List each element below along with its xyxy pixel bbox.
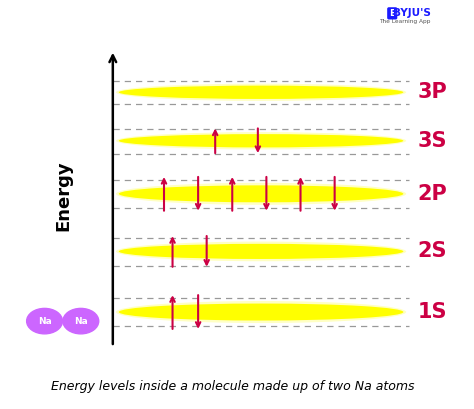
Ellipse shape — [116, 132, 406, 149]
Text: Na: Na — [37, 317, 52, 326]
Ellipse shape — [119, 85, 403, 99]
Text: 1S: 1S — [418, 302, 447, 322]
Circle shape — [63, 308, 99, 334]
Text: 2P: 2P — [418, 184, 447, 204]
Ellipse shape — [119, 303, 403, 321]
Ellipse shape — [116, 183, 406, 205]
Text: 3S: 3S — [418, 131, 447, 151]
Text: Na: Na — [74, 317, 88, 326]
Text: B: B — [389, 9, 396, 18]
Ellipse shape — [116, 301, 406, 323]
Ellipse shape — [116, 242, 406, 261]
Ellipse shape — [119, 244, 403, 259]
Text: The Learning App: The Learning App — [379, 19, 430, 24]
Ellipse shape — [119, 185, 403, 202]
Text: Energy: Energy — [55, 160, 73, 231]
Text: 2S: 2S — [418, 241, 447, 261]
Ellipse shape — [116, 83, 406, 101]
Text: Energy levels inside a molecule made up of two Na atoms: Energy levels inside a molecule made up … — [51, 380, 414, 393]
Ellipse shape — [119, 134, 403, 147]
Circle shape — [27, 308, 63, 334]
Text: BYJU'S: BYJU'S — [393, 8, 430, 18]
Text: 3P: 3P — [418, 82, 447, 102]
